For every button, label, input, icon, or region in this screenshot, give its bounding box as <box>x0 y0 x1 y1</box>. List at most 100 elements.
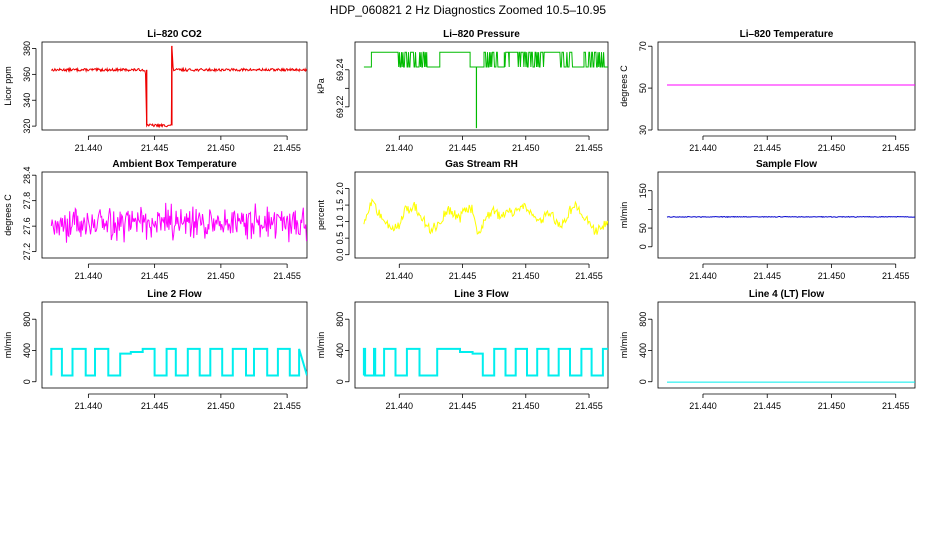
y-tick-label: 2.0 <box>335 182 345 195</box>
plot-frame <box>41 41 308 131</box>
y-tick-label: 800 <box>335 312 345 327</box>
y-tick-label: 0 <box>638 244 648 249</box>
y-axis-label: kPa <box>316 78 326 94</box>
series-line <box>50 347 307 377</box>
plot-frame <box>354 41 609 131</box>
y-tick-label: 0.0 <box>335 248 345 261</box>
x-tick-label: 21.440 <box>689 271 717 281</box>
panel-title: Li–820 Pressure <box>443 29 520 40</box>
y-tick-label: 400 <box>638 343 648 358</box>
x-tick-label: 21.440 <box>689 143 717 153</box>
plot-frame <box>657 171 916 259</box>
y-tick-label: 380 <box>22 41 32 56</box>
panel-grid: Li–820 CO2 320 340 360 380 Licor ppm 21.440 21.… <box>3 29 916 411</box>
y-tick-label: 0.5 <box>335 232 345 245</box>
series-rh <box>363 198 608 235</box>
panel-pressure: Li–820 Pressure 69.22 69.24 kPa 21.440 21.445… <box>316 29 609 153</box>
panel-title: Sample Flow <box>756 159 817 170</box>
x-tick-label: 21.455 <box>882 401 910 411</box>
y-tick-label: 50 <box>638 83 648 93</box>
y-tick-label: 27.8 <box>22 192 32 210</box>
panel-line3: Line 3 Flow 0 400 800 ml/min 21.440 21.445 21.4… <box>316 289 609 411</box>
series-line3 <box>362 347 608 377</box>
x-tick-label: 21.450 <box>818 143 846 153</box>
x-tick-label: 21.450 <box>512 143 540 153</box>
x-tick-label: 21.455 <box>575 271 603 281</box>
series-line <box>363 198 608 235</box>
y-tick-label: 1.0 <box>335 215 345 228</box>
y-tick-label: 800 <box>638 312 648 327</box>
x-tick-label: 21.455 <box>882 143 910 153</box>
plot-frame <box>41 171 308 259</box>
panel-temperature: Li–820 Temperature 30 50 70 degrees C 21.440 2… <box>619 29 916 153</box>
y-axis-label: ml/min <box>316 332 326 359</box>
y-tick-label: 27.6 <box>22 217 32 235</box>
x-tick-label: 21.450 <box>207 271 235 281</box>
y-tick-label: 340 <box>22 93 32 108</box>
series-line <box>50 46 307 129</box>
x-tick-label: 21.445 <box>753 271 781 281</box>
x-tick-label: 21.440 <box>386 271 414 281</box>
x-tick-label: 21.450 <box>818 271 846 281</box>
y-tick-label: 320 <box>22 119 32 134</box>
y-tick-label: 400 <box>22 343 32 358</box>
panel-title: Li–820 Temperature <box>740 29 834 40</box>
x-tick-label: 21.445 <box>141 401 169 411</box>
panel-title: Line 3 Flow <box>454 289 509 300</box>
x-tick-label: 21.450 <box>818 401 846 411</box>
y-tick-label: 50 <box>638 223 648 233</box>
x-tick-label: 21.440 <box>75 143 103 153</box>
y-axis-label: ml/min <box>619 202 629 229</box>
y-axis-label: ml/min <box>619 332 629 359</box>
x-tick-label: 21.445 <box>449 271 477 281</box>
x-tick-label: 21.445 <box>449 143 477 153</box>
series-co2 <box>50 45 307 129</box>
x-tick-label: 21.440 <box>689 401 717 411</box>
x-tick-label: 21.455 <box>882 271 910 281</box>
y-axis-label: Licor ppm <box>3 66 13 106</box>
plot-frame <box>41 301 308 389</box>
plot-frame <box>354 301 609 389</box>
x-tick-label: 21.450 <box>207 143 235 153</box>
panel-sample_flow: Sample Flow 0 50 150 ml/min 21.440 21.445 21.45… <box>619 159 916 281</box>
series-line <box>363 51 608 68</box>
panel-co2: Li–820 CO2 320 340 360 380 Licor ppm 21.440 21.… <box>3 29 308 153</box>
panel-title: Line 2 Flow <box>147 289 202 300</box>
y-tick-label: 1.5 <box>335 199 345 212</box>
y-axis-label: ml/min <box>3 332 13 359</box>
figure-title: HDP_060821 2 Hz Diagnostics Zoomed 10.5–… <box>330 3 606 17</box>
y-axis-label: percent <box>316 199 326 230</box>
y-tick-label: 70 <box>638 41 648 51</box>
series-line <box>362 347 608 377</box>
series-line <box>666 215 915 218</box>
plot-frame <box>354 171 609 259</box>
panel-title: Ambient Box Temperature <box>112 159 237 170</box>
y-tick-label: 0 <box>22 379 32 384</box>
x-tick-label: 21.445 <box>141 143 169 153</box>
y-tick-label: 30 <box>638 125 648 135</box>
series-pressure <box>363 51 608 129</box>
x-tick-label: 21.455 <box>273 271 301 281</box>
y-tick-label: 400 <box>335 343 345 358</box>
y-tick-label: 0 <box>335 379 345 384</box>
x-tick-label: 21.450 <box>207 401 235 411</box>
x-tick-label: 21.445 <box>753 401 781 411</box>
x-tick-label: 21.440 <box>75 271 103 281</box>
panel-line4: Line 4 (LT) Flow 0 400 800 ml/min 21.440 21.44… <box>619 289 916 411</box>
x-tick-label: 21.455 <box>575 143 603 153</box>
x-tick-label: 21.450 <box>512 271 540 281</box>
x-tick-label: 21.455 <box>273 143 301 153</box>
y-tick-label: 150 <box>638 183 648 198</box>
panel-rh: Gas Stream RH 0.0 0.5 1.0 1.5 2.0 percent 21.44… <box>316 159 609 281</box>
x-tick-label: 21.440 <box>386 401 414 411</box>
series-ambient <box>50 202 307 243</box>
plot-frame <box>657 41 916 131</box>
y-tick-label: 27.2 <box>22 243 32 261</box>
y-tick-label: 360 <box>22 67 32 82</box>
panel-line2: Line 2 Flow 0 400 800 ml/min 21.440 21.445 21.4… <box>3 289 308 411</box>
panel-title: Line 4 (LT) Flow <box>749 289 825 300</box>
x-tick-label: 21.445 <box>449 401 477 411</box>
y-tick-label: 800 <box>22 312 32 327</box>
series-sample_flow <box>666 215 915 218</box>
